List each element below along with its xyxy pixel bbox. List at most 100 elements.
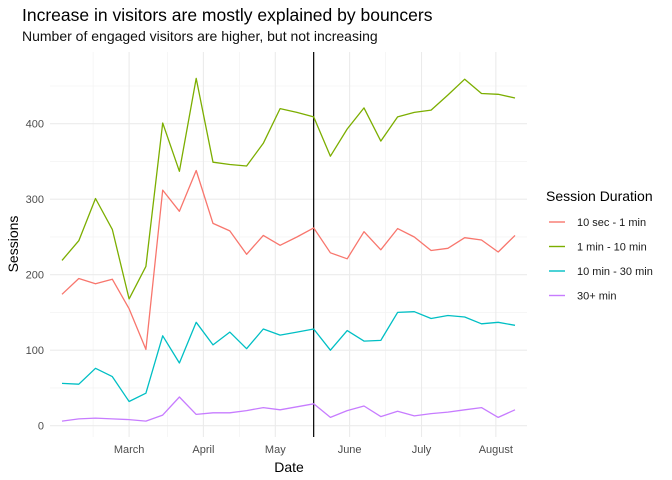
data-point bbox=[279, 334, 281, 336]
data-point bbox=[497, 416, 499, 418]
data-point bbox=[178, 362, 180, 364]
data-point bbox=[128, 307, 130, 309]
series-layer bbox=[61, 77, 516, 422]
data-point bbox=[161, 335, 163, 337]
data-point bbox=[78, 383, 80, 385]
data-point bbox=[94, 197, 96, 199]
data-point bbox=[329, 252, 331, 254]
data-point bbox=[413, 111, 415, 113]
data-point bbox=[78, 277, 80, 279]
data-point bbox=[245, 409, 247, 411]
data-point bbox=[447, 94, 449, 96]
data-point bbox=[161, 122, 163, 124]
y-tick-label: 400 bbox=[26, 119, 44, 131]
data-point bbox=[480, 323, 482, 325]
data-point bbox=[312, 116, 314, 118]
data-point bbox=[447, 411, 449, 413]
data-point bbox=[229, 331, 231, 333]
y-tick-label: 100 bbox=[26, 345, 44, 357]
data-point bbox=[497, 93, 499, 95]
data-point bbox=[430, 412, 432, 414]
data-point bbox=[312, 227, 314, 229]
data-point bbox=[145, 265, 147, 267]
y-tick-label: 0 bbox=[38, 421, 44, 433]
data-point bbox=[195, 169, 197, 171]
data-point bbox=[329, 349, 331, 351]
data-point bbox=[514, 234, 516, 236]
data-point bbox=[514, 409, 516, 411]
data-point bbox=[245, 347, 247, 349]
data-point bbox=[145, 420, 147, 422]
data-point bbox=[78, 418, 80, 420]
data-point bbox=[296, 236, 298, 238]
data-point bbox=[497, 251, 499, 253]
x-axis-ticks: March April May June July August bbox=[114, 444, 513, 456]
data-point bbox=[396, 311, 398, 313]
data-point bbox=[346, 329, 348, 331]
data-point bbox=[61, 259, 63, 261]
y-axis-title: Sessions bbox=[5, 216, 21, 273]
data-point bbox=[212, 222, 214, 224]
data-point bbox=[128, 400, 130, 402]
data-point bbox=[514, 324, 516, 326]
data-point bbox=[94, 283, 96, 285]
data-point bbox=[195, 321, 197, 323]
data-point bbox=[145, 392, 147, 394]
data-point bbox=[430, 249, 432, 251]
data-point bbox=[463, 78, 465, 80]
data-point bbox=[312, 328, 314, 330]
data-point bbox=[497, 321, 499, 323]
data-point bbox=[463, 409, 465, 411]
data-point bbox=[463, 316, 465, 318]
series-line-10-min-30-min bbox=[61, 311, 516, 403]
y-axis-ticks: 0 100 200 300 400 bbox=[26, 119, 44, 433]
data-point bbox=[279, 409, 281, 411]
data-point bbox=[480, 92, 482, 94]
data-point bbox=[480, 239, 482, 241]
x-tick-label: June bbox=[338, 444, 362, 456]
chart-subtitle: Number of engaged visitors are higher, b… bbox=[22, 28, 378, 44]
data-point bbox=[195, 77, 197, 79]
legend: Session Duration 10 sec - 1 min 1 min - 1… bbox=[546, 188, 653, 303]
data-point bbox=[178, 396, 180, 398]
data-point bbox=[430, 109, 432, 111]
data-point bbox=[380, 339, 382, 341]
data-point bbox=[514, 97, 516, 99]
data-point bbox=[111, 418, 113, 420]
x-axis-title: Date bbox=[274, 459, 304, 475]
data-point bbox=[396, 116, 398, 118]
data-point bbox=[363, 340, 365, 342]
data-point bbox=[279, 244, 281, 246]
data-point bbox=[212, 412, 214, 414]
data-point bbox=[94, 417, 96, 419]
data-point bbox=[111, 278, 113, 280]
data-point bbox=[128, 298, 130, 300]
x-tick-label: August bbox=[479, 444, 513, 456]
data-point bbox=[346, 258, 348, 260]
data-point bbox=[396, 410, 398, 412]
data-point bbox=[396, 227, 398, 229]
data-point bbox=[128, 418, 130, 420]
data-point bbox=[61, 382, 63, 384]
legend-label: 10 sec - 1 min bbox=[577, 217, 646, 229]
data-point bbox=[262, 234, 264, 236]
data-point bbox=[145, 348, 147, 350]
data-point bbox=[413, 236, 415, 238]
data-point bbox=[430, 317, 432, 319]
series-line-10-sec-1-min bbox=[61, 169, 516, 351]
data-point bbox=[463, 237, 465, 239]
data-point bbox=[346, 409, 348, 411]
series-line-1-min-10-min bbox=[61, 77, 516, 300]
data-point bbox=[296, 111, 298, 113]
x-tick-label: July bbox=[412, 444, 432, 456]
data-point bbox=[178, 170, 180, 172]
data-point bbox=[262, 406, 264, 408]
x-tick-label: March bbox=[114, 444, 145, 456]
data-point bbox=[380, 249, 382, 251]
data-point bbox=[161, 414, 163, 416]
data-point bbox=[363, 107, 365, 109]
x-tick-label: May bbox=[265, 444, 286, 456]
data-point bbox=[61, 293, 63, 295]
data-point bbox=[212, 161, 214, 163]
data-point bbox=[229, 163, 231, 165]
